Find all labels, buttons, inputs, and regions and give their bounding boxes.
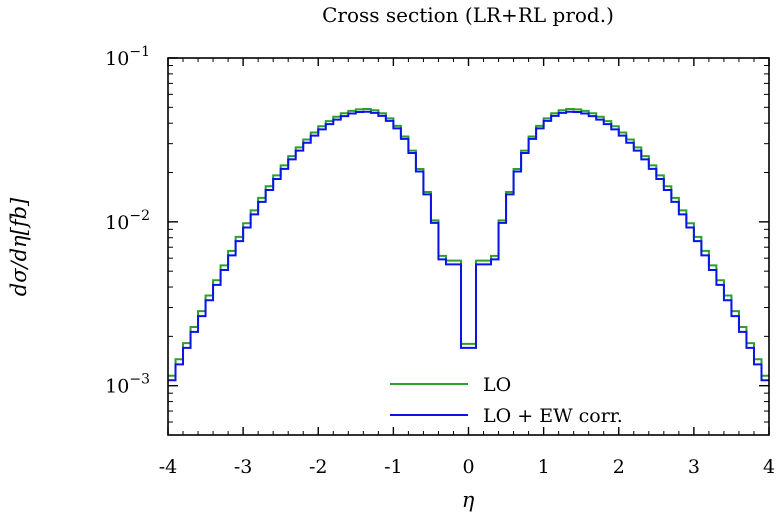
legend-label-lo: LO [483, 374, 511, 396]
y-axis-label: dσ/dη[fb] [7, 197, 31, 296]
legend: LO LO + EW corr. [390, 374, 623, 427]
x-tick-label: -2 [309, 456, 328, 478]
x-axis-label: η [462, 488, 475, 512]
series-line-lo-ew-corr [168, 110, 769, 382]
y-axis: 10−3 10−2 10−1 [105, 44, 769, 436]
chart-title: Cross section (LR+RL prod.) [322, 3, 614, 27]
x-tick-label: -1 [384, 456, 403, 478]
x-tick-label: 1 [538, 456, 550, 478]
x-tick-label: 3 [688, 456, 700, 478]
x-tick-label: 0 [462, 456, 474, 478]
x-tick-label: 4 [763, 456, 775, 478]
plot-frame [167, 57, 770, 436]
series-line-lo [168, 108, 769, 377]
x-tick-label: -4 [159, 456, 178, 478]
x-tick-label: 2 [613, 456, 625, 478]
y-tick-label: 10−3 [105, 372, 150, 398]
legend-label-lo-ew-corr: LO + EW corr. [483, 405, 623, 427]
x-tick-label: -3 [234, 456, 253, 478]
plot-area [168, 108, 769, 382]
x-axis: -4 -3 -2 -1 0 1 2 3 4 [159, 58, 775, 478]
y-tick-label: 10−2 [105, 208, 150, 234]
y-tick-label: 10−1 [105, 44, 150, 70]
